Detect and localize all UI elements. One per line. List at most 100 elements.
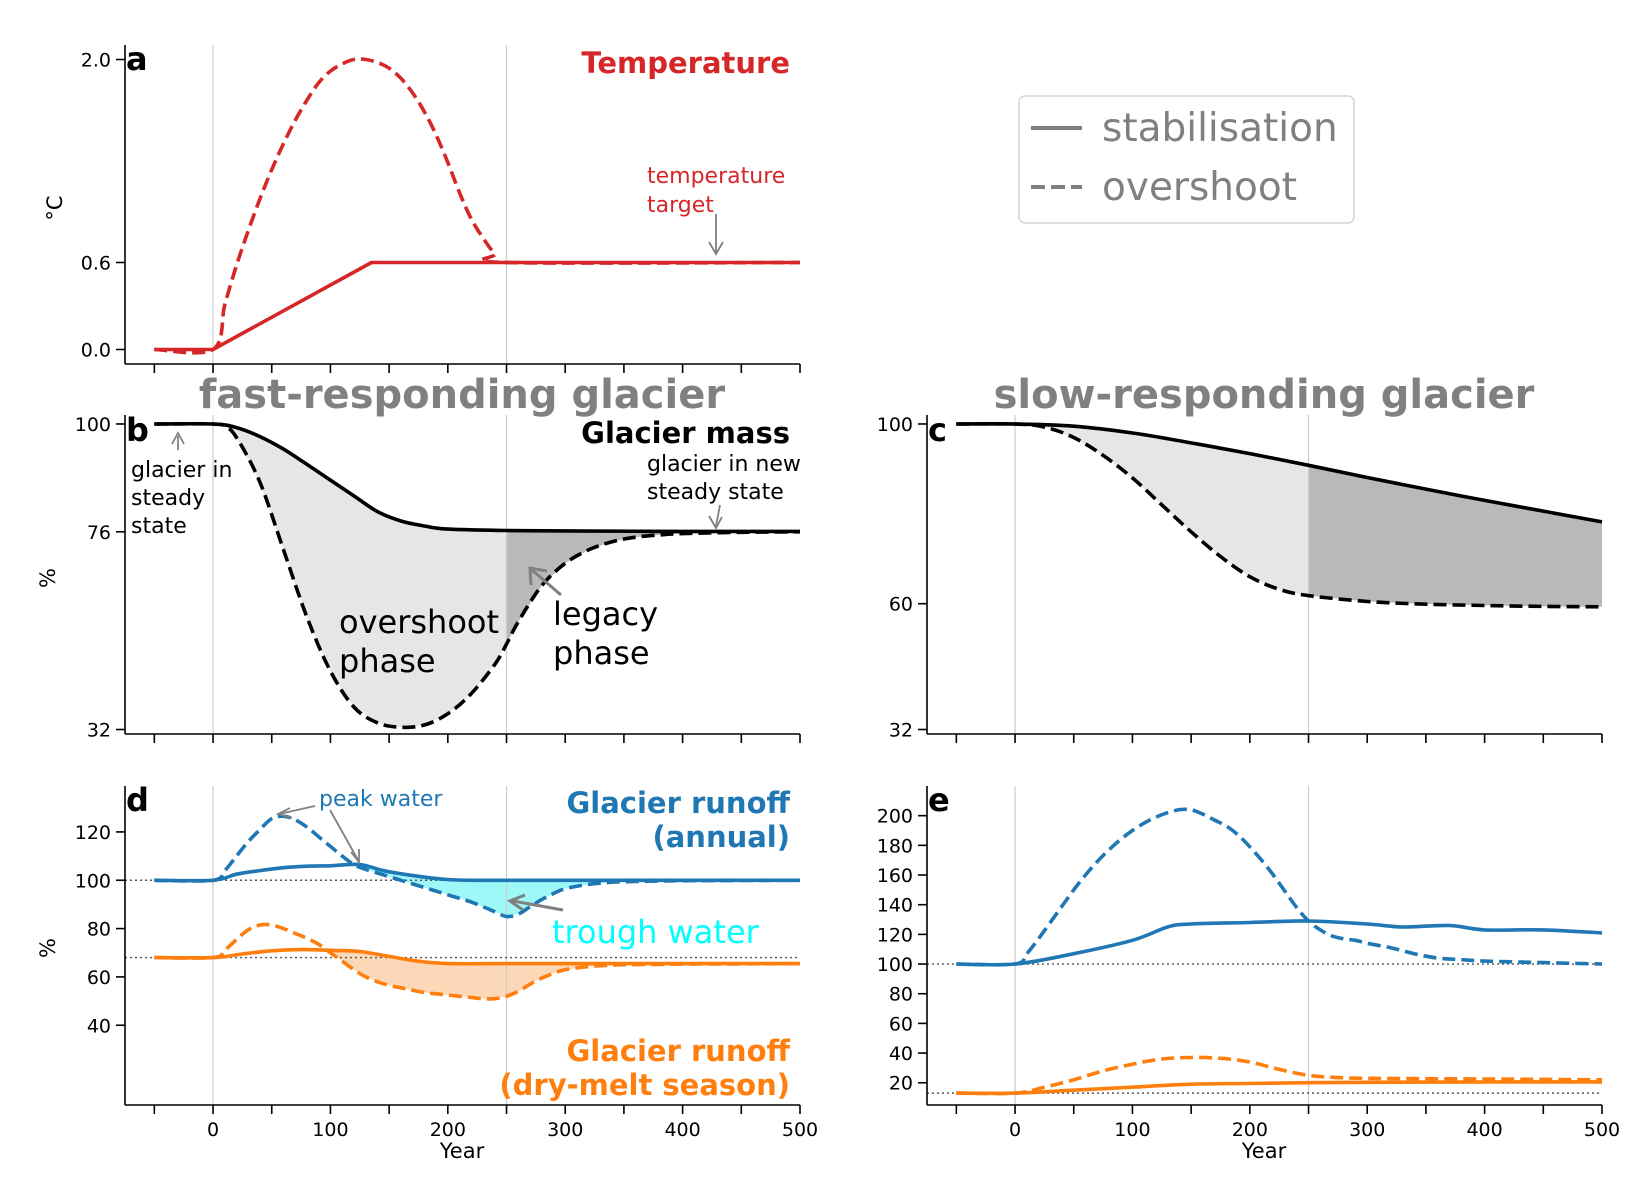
series-line-e-annual-dashed: [956, 807, 1603, 967]
xlabel-d: Year: [439, 1139, 485, 1163]
panel-letter-b: b: [126, 411, 149, 449]
y-tick-label-c-60: 60: [889, 594, 913, 616]
y-tick-label-e-20: 20: [889, 1073, 913, 1095]
overshoot-phase-label-line2: phase: [339, 642, 436, 680]
panel-letter-a: a: [126, 40, 148, 78]
peak-water-label: peak water: [319, 787, 443, 812]
fast-column-title: fast-responding glacier: [199, 372, 725, 418]
x-tick-label-e-400: 400: [1466, 1119, 1502, 1141]
x-tick-label-e-200: 200: [1232, 1119, 1268, 1141]
series-line-d-dry-melt-dashed: [154, 922, 801, 1001]
y-tick-label-e-120: 120: [877, 924, 913, 946]
overshoot-phase-fill-c: [1015, 424, 1309, 596]
y-tick-label-e-60: 60: [889, 1013, 913, 1035]
series-line-a-solid: [154, 260, 800, 352]
overshoot-phase-fill-b: [213, 424, 507, 728]
y-tick-label-d-80: 80: [87, 919, 111, 941]
y-tick-label-b-32: 32: [87, 720, 111, 742]
y-tick-label-a-2: 2.0: [81, 50, 111, 72]
legacy-phase-label-line2: phase: [553, 634, 650, 672]
y-tick-label-d-40: 40: [87, 1015, 111, 1037]
y-tick-label-e-100: 100: [877, 954, 913, 976]
trough-water-fill: [359, 864, 799, 917]
new-steady-state-arrow: [715, 504, 721, 527]
glacier-mass-title: Glacier mass: [581, 416, 790, 450]
series-line-e-annual-solid: [956, 919, 1603, 967]
y-tick-label-c-100: 100: [877, 414, 913, 436]
y-tick-label-a-0: 0.0: [81, 340, 111, 362]
runoff-drymelt-title-line1: Glacier runoff: [566, 1034, 790, 1068]
slow-column-title: slow-responding glacier: [994, 372, 1535, 418]
legacy-phase-arrow: [531, 568, 562, 597]
series-line-d-dry-melt-solid: [154, 947, 800, 966]
peak-water-arrow-2: [329, 809, 359, 861]
panel-letter-c: c: [928, 411, 947, 449]
annotation-arrows: [171, 214, 724, 912]
y-tick-label-e-40: 40: [889, 1043, 913, 1065]
y-tick-label-d-120: 120: [75, 822, 111, 844]
series-line-c-solid: [956, 422, 1603, 524]
y-tick-label-b-76: 76: [87, 522, 111, 544]
panel-letter-d: d: [126, 781, 149, 819]
new-steady-state-arrow-head: [708, 515, 723, 530]
x-tick-label-d-0: 0: [207, 1119, 219, 1141]
y-tick-label-b-100: 100: [75, 414, 111, 436]
trough-water-label: trough water: [552, 913, 760, 951]
x-tick-label-e-500: 500: [1584, 1119, 1620, 1141]
x-tick-label-d-400: 400: [664, 1119, 700, 1141]
new-steady-state-label-line2: steady state: [647, 480, 784, 505]
x-tick-label-e-300: 300: [1349, 1119, 1385, 1141]
trough-water-arrow-head: [506, 893, 526, 912]
peak-water-arrow-1-head: [275, 807, 293, 819]
runoff-drymelt-title-line2: (dry-melt season): [499, 1068, 790, 1102]
drymelt-deficit-fill: [330, 950, 800, 999]
new-steady-state-label-line1: glacier in new: [647, 452, 801, 477]
runoff-annual-title-line1: Glacier runoff: [566, 786, 790, 820]
steady-state-label-line2: steady: [131, 486, 205, 511]
x-tick-label-d-200: 200: [430, 1119, 466, 1141]
y-tick-label-e-140: 140: [877, 895, 913, 917]
series-line-c-dashed: [956, 421, 1603, 609]
runoff-annual-title-line2: (annual): [652, 820, 790, 854]
legacy-phase-fill-c: [1308, 465, 1602, 607]
fill-layer: [213, 424, 1602, 999]
series-layer: [154, 57, 1603, 1096]
y-tick-label-d-100: 100: [75, 870, 111, 892]
legend: stabilisation overshoot: [1018, 95, 1355, 224]
x-tick-label-e-0: 0: [1009, 1119, 1021, 1141]
temp-target-label-line1: temperature: [647, 164, 785, 189]
peak-water-arrow-2-head: [350, 849, 360, 865]
steady-state-label-line1: glacier in: [131, 458, 232, 483]
ylabel-a: °C: [43, 195, 67, 220]
legacy-phase-label-line1: legacy: [553, 595, 658, 633]
y-tick-label-e-80: 80: [889, 984, 913, 1006]
legacy-phase-fill-b: [506, 530, 800, 645]
steady-state-label-line3: state: [131, 514, 187, 539]
temp-target-arrow-head: [708, 241, 724, 256]
steady-state-arrow-head: [171, 431, 185, 445]
y-tick-label-e-180: 180: [877, 835, 913, 857]
y-tick-label-e-160: 160: [877, 865, 913, 887]
temperature-title: Temperature: [581, 46, 790, 80]
ylabel-b: %: [36, 568, 60, 588]
trough-water-arrow: [512, 899, 564, 912]
temp-target-label-line2: target: [647, 193, 714, 218]
x-tick-label-e-100: 100: [1114, 1119, 1150, 1141]
grid-layer: [125, 45, 1602, 1105]
panel-letter-e: e: [928, 781, 950, 819]
series-line-e-dry-melt-solid: [956, 1080, 1603, 1096]
peak-water-arrow-1: [278, 805, 316, 815]
series-line-e-dry-melt-dashed: [956, 1055, 1603, 1096]
x-tick-label-d-100: 100: [312, 1119, 348, 1141]
series-line-d-annual-dashed: [154, 814, 801, 919]
legend-frame: [1018, 95, 1355, 224]
y-tick-label-d-60: 60: [87, 967, 111, 989]
y-tick-label-a-0.6: 0.6: [81, 253, 111, 275]
legacy-phase-arrow-head: [528, 566, 548, 586]
xlabel-e: Year: [1241, 1139, 1287, 1163]
series-line-b-dashed: [154, 422, 801, 730]
overshoot-phase-label-line1: overshoot: [339, 603, 499, 641]
y-tick-label-c-32: 32: [889, 720, 913, 742]
